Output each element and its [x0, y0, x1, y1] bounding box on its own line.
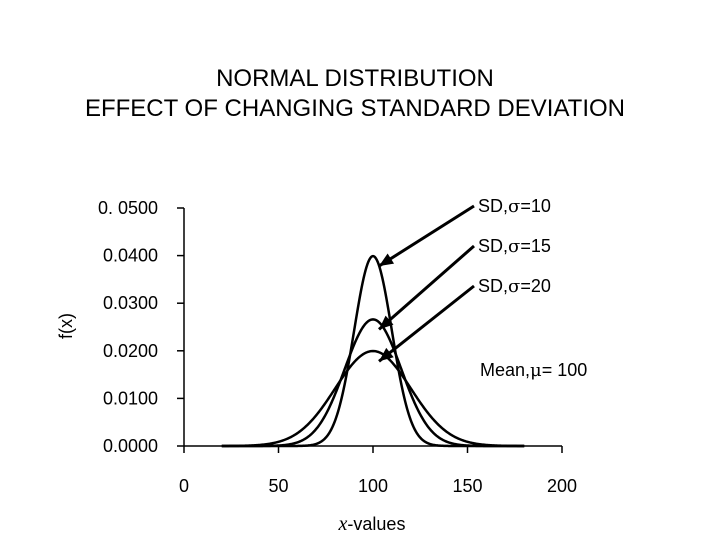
chart-title-line-1: NORMAL DISTRIBUTION [216, 65, 494, 92]
x-tick-label: 0 [179, 476, 189, 496]
annotation-sd-20: SD,σ=20 [478, 276, 551, 297]
chart-title-line-2: EFFECT OF CHANGING STANDARD DEVIATION [85, 95, 625, 122]
y-axis-label: f(x) [56, 313, 76, 339]
y-tick-label: 0.0400 [103, 246, 158, 266]
annotation-mean-sym: μ [530, 360, 542, 381]
annotation-mean: Mean,μ= 100 [480, 360, 587, 381]
arrow-sd-10 [378, 204, 475, 268]
annotation-sd-20-post: =20 [520, 276, 551, 296]
curve-sd-15 [221, 318, 525, 448]
x-axis-label-italic: x [338, 513, 348, 535]
arrowhead-sd-15 [379, 315, 394, 330]
y-tick-label: 0.0300 [103, 293, 158, 313]
x-tick-label: 100 [358, 476, 388, 496]
annotation-sd-15-sym: σ [508, 236, 520, 257]
y-tick-label: 0.0100 [103, 388, 158, 408]
axes: 0.0000 0.0100 0.0200 0.0300 0.0400 0. 0500 0 50… [98, 198, 577, 496]
x-axis-label: x-values [338, 513, 406, 535]
y-tick-label: 0.0000 [103, 436, 158, 456]
annotation-sd-10-post: =10 [520, 196, 551, 216]
x-tick-label: 50 [268, 476, 288, 496]
annotation-sd-10: SD,σ=10 [478, 196, 551, 217]
curves [221, 254, 525, 448]
y-tick-label: 0.0200 [103, 341, 158, 361]
x-tick-label: 150 [452, 476, 482, 496]
arrow-sd-15 [378, 244, 475, 331]
annotation-sd-20-pre: SD, [478, 276, 508, 296]
x-tick-label: 200 [547, 476, 577, 496]
annotation-mean-post: = 100 [542, 360, 588, 380]
annotation-sd-15-post: =15 [520, 236, 551, 256]
annotation-sd-20-sym: σ [508, 276, 520, 297]
arrow-sd-20 [378, 284, 475, 363]
annotation-sd-15: SD,σ=15 [478, 236, 551, 257]
annotation-sd-15-pre: SD, [478, 236, 508, 256]
arrows [378, 204, 475, 363]
y-tick-label: 0. 0500 [98, 198, 158, 218]
annotation-sd-10-sym: σ [508, 196, 520, 217]
annotation-mean-pre: Mean, [480, 360, 530, 380]
arrowhead-sd-10 [379, 253, 395, 267]
x-axis-label-rest: -values [347, 514, 405, 534]
arrowhead-sd-20 [379, 347, 394, 362]
annotation-sd-10-pre: SD, [478, 196, 508, 216]
curve-sd-20 [221, 349, 525, 448]
